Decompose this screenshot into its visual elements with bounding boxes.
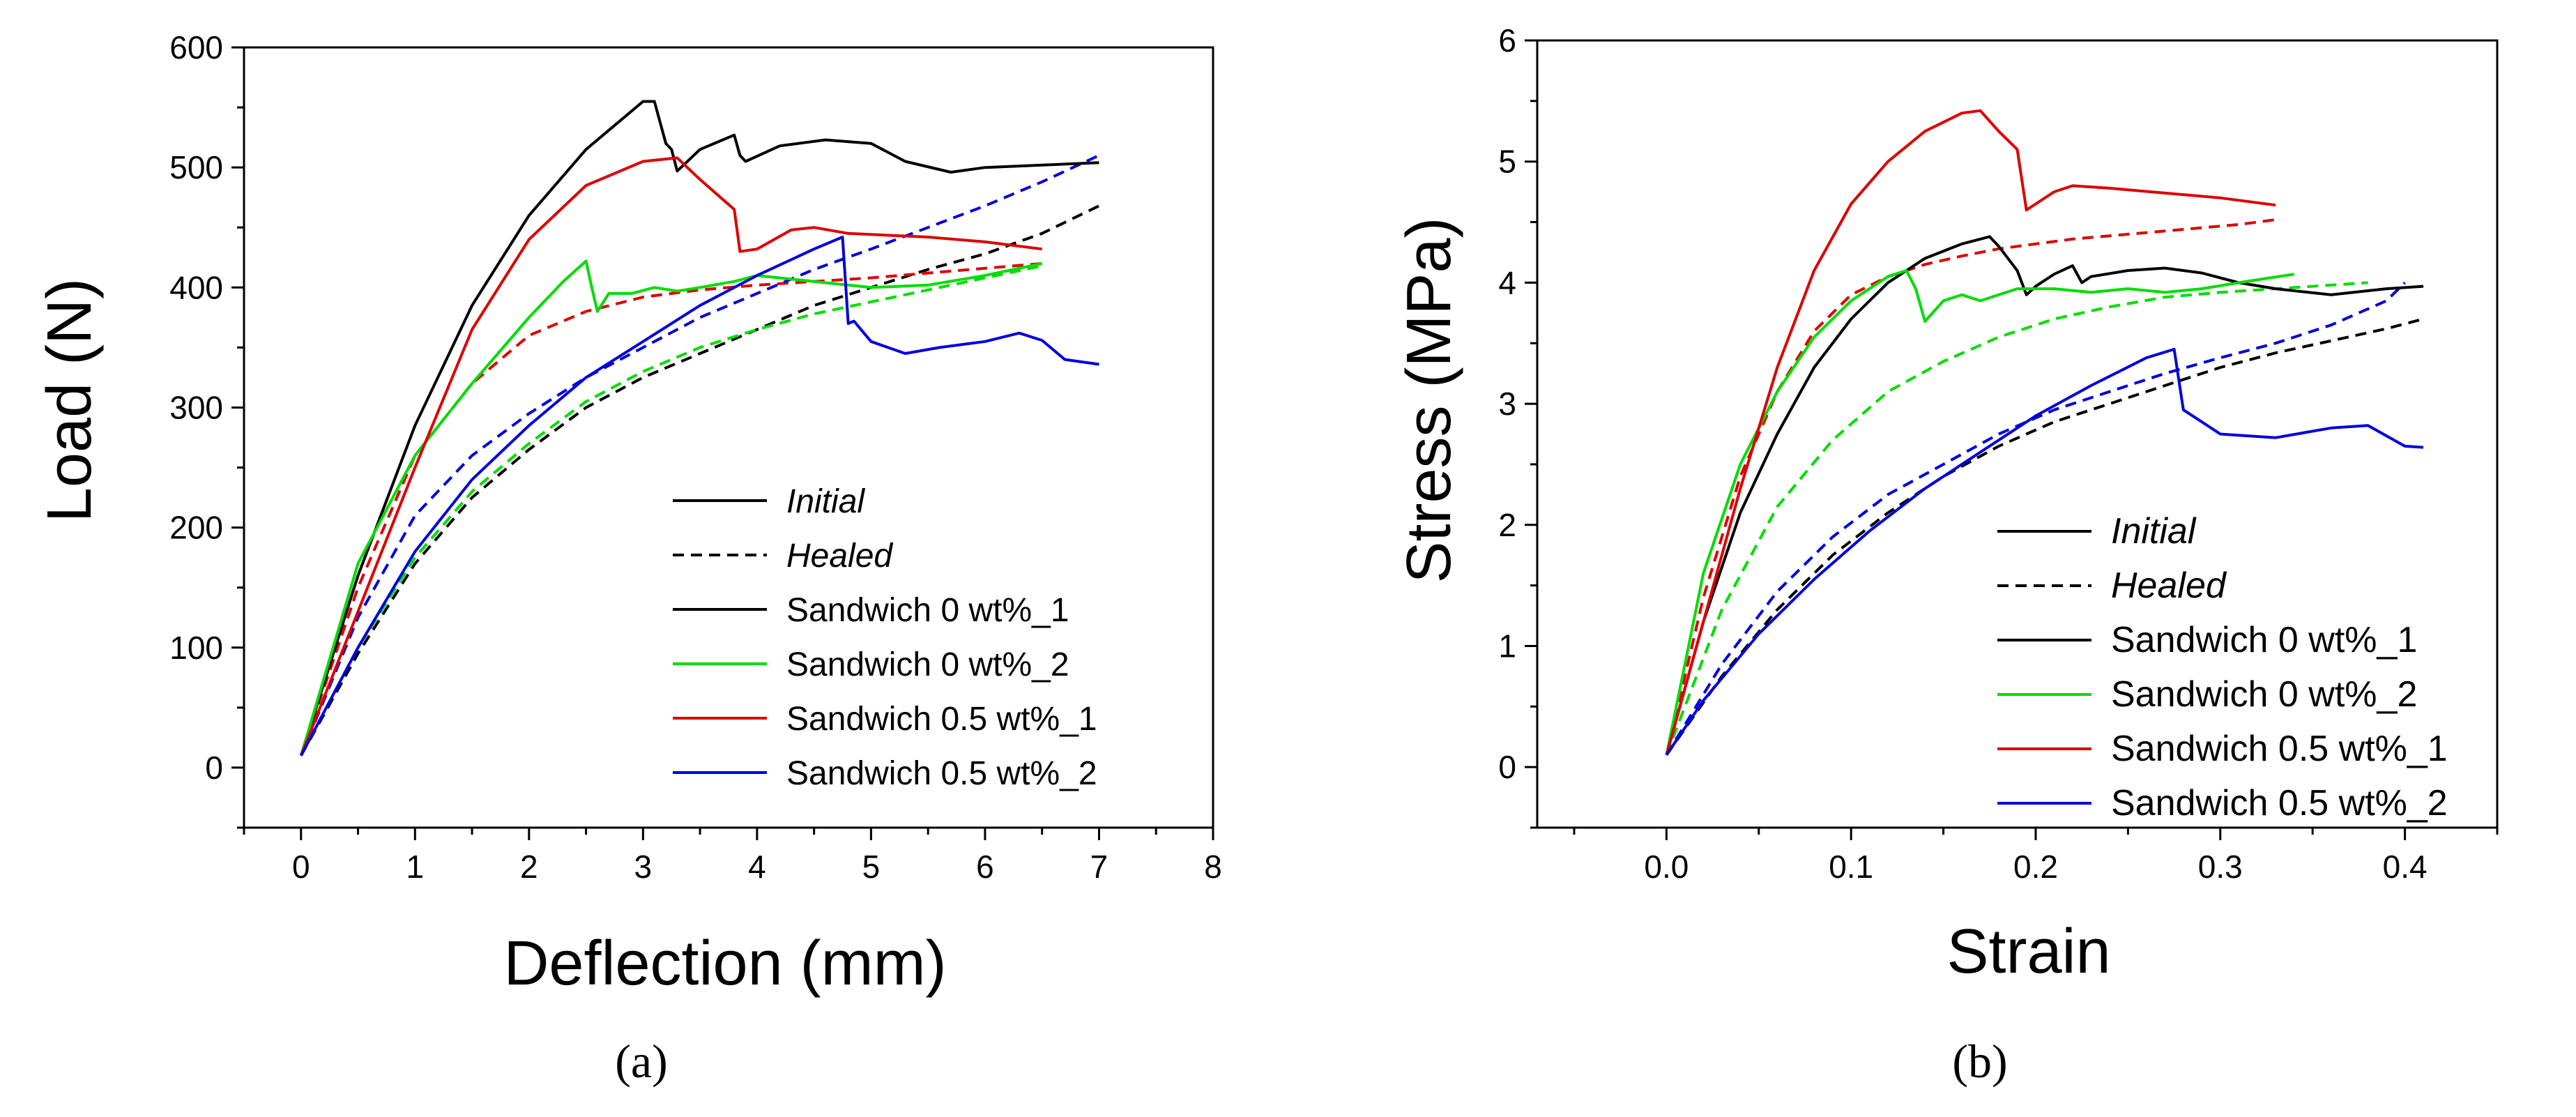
panel-a-legend: Initial Healed Sandwich 0 wt%_1 Sandwich 0 …: [673, 483, 1097, 792]
legend-label: Initial: [786, 483, 865, 520]
x-tick-label: 0.2: [2013, 849, 2058, 885]
y-tick-label: 2: [1498, 507, 1516, 543]
panel-b-legend: Initial Healed Sandwich 0 wt%_1 Sandwich 0 …: [1997, 511, 2448, 823]
panel-b-x-axis-label: Strain: [1946, 917, 2110, 987]
series-line-sandwich-0-wt-2-initial: [1665, 269, 2295, 756]
legend-label: Sandwich 0.5 wt%_1: [786, 701, 1097, 738]
legend-label: Healed: [786, 538, 893, 575]
legend-label: Sandwich 0 wt%_2: [2111, 674, 2417, 715]
y-tick-label: 600: [169, 29, 223, 66]
x-tick-label: 8: [1204, 849, 1222, 885]
legend-label: Sandwich 0 wt%_1: [2111, 620, 2417, 660]
x-tick-label: 6: [976, 849, 994, 885]
panel-b-chart: 0.0 0.1 0.2 0.3 0.4 0 1 2 3 4 5 6 Strain Stress (MP…: [1394, 22, 2499, 1088]
panel-b-frame: [1536, 39, 2499, 829]
series-line-sandwich-0-5-wt-2-healed: [299, 154, 1100, 757]
series-line-sandwich-0-wt-1-initial: [1665, 235, 2424, 756]
series-line-sandwich-0-wt-2-initial: [299, 259, 1043, 757]
panel-b-y-axis-label: Stress (MPa): [1394, 217, 1464, 583]
y-tick-label: 300: [169, 389, 223, 425]
y-tick-label: 0: [1498, 749, 1516, 785]
x-tick-label: 3: [634, 849, 653, 885]
x-tick-label: 4: [748, 849, 766, 885]
x-tick-label: 0.3: [2198, 849, 2243, 885]
x-tick-label: 1: [406, 849, 424, 885]
legend-label: Sandwich 0 wt%_2: [786, 646, 1069, 683]
panel-b-label: (b): [1952, 1035, 2007, 1088]
x-tick-label: 7: [1090, 849, 1108, 885]
y-tick-label: 3: [1498, 386, 1516, 422]
series-line-sandwich-0-wt-1-healed: [1665, 317, 2424, 756]
panel-b-plot-area: 0.0 0.1 0.2 0.3 0.4 0 1 2 3 4 5 6: [1498, 22, 2499, 885]
legend-label: Sandwich 0.5 wt%_1: [2111, 729, 2448, 769]
series-line-sandwich-0-wt-2-healed: [1665, 281, 2368, 756]
x-tick-label: 0: [292, 849, 310, 885]
x-tick-label: 0.0: [1644, 849, 1689, 885]
panel-a-frame: [243, 46, 1214, 829]
legend-label: Sandwich 0 wt%_1: [786, 592, 1069, 629]
y-tick-label: 5: [1498, 144, 1516, 180]
y-tick-label: 100: [169, 630, 223, 666]
series-line-sandwich-0-5-wt-1-initial: [299, 156, 1042, 757]
legend-label: Healed: [2111, 565, 2227, 606]
y-tick-label: 200: [169, 510, 223, 546]
series-line-sandwich-0-5-wt-1-initial: [1665, 109, 2276, 756]
panel-a-plot-area: 0 1 2 3 4 5 6 7 8 0 100 200 300 400 500 600: [169, 29, 1222, 885]
series-line-sandwich-0-5-wt-2-healed: [1665, 281, 2407, 756]
y-tick-label: 1: [1498, 628, 1516, 664]
y-tick-label: 4: [1498, 264, 1516, 301]
series-line-sandwich-0-wt-2-healed: [300, 264, 1043, 757]
series-line-sandwich-0-5-wt-2-initial: [300, 236, 1099, 757]
series-line-sandwich-0-5-wt-2-initial: [1665, 347, 2424, 756]
x-tick-label: 0.1: [1829, 849, 1873, 885]
panel-a-chart: 0 1 2 3 4 5 6 7 8 0 100 200 300 400 500 600 Deflection …: [35, 29, 1222, 1088]
legend-label: Sandwich 0.5 wt%_2: [2111, 783, 2448, 823]
legend-label: Initial: [2111, 511, 2197, 552]
x-tick-label: 0.4: [2383, 849, 2428, 885]
x-tick-label: 2: [520, 849, 538, 885]
series-line-sandwich-0-5-wt-1-healed: [1665, 218, 2276, 756]
panel-a-label: (a): [615, 1035, 667, 1088]
series-line-sandwich-0-wt-1-healed: [300, 204, 1100, 757]
panel-a-y-axis-label: Load (N): [35, 278, 105, 522]
y-tick-label: 0: [205, 750, 223, 786]
y-tick-label: 6: [1498, 22, 1516, 59]
y-tick-label: 500: [169, 149, 223, 185]
series-line-sandwich-0-wt-1-initial: [299, 100, 1099, 757]
y-tick-label: 400: [169, 269, 223, 305]
legend-label: Sandwich 0.5 wt%_2: [786, 755, 1097, 792]
panel-a-x-axis-label: Deflection (mm): [503, 929, 946, 998]
x-tick-label: 5: [862, 849, 881, 885]
